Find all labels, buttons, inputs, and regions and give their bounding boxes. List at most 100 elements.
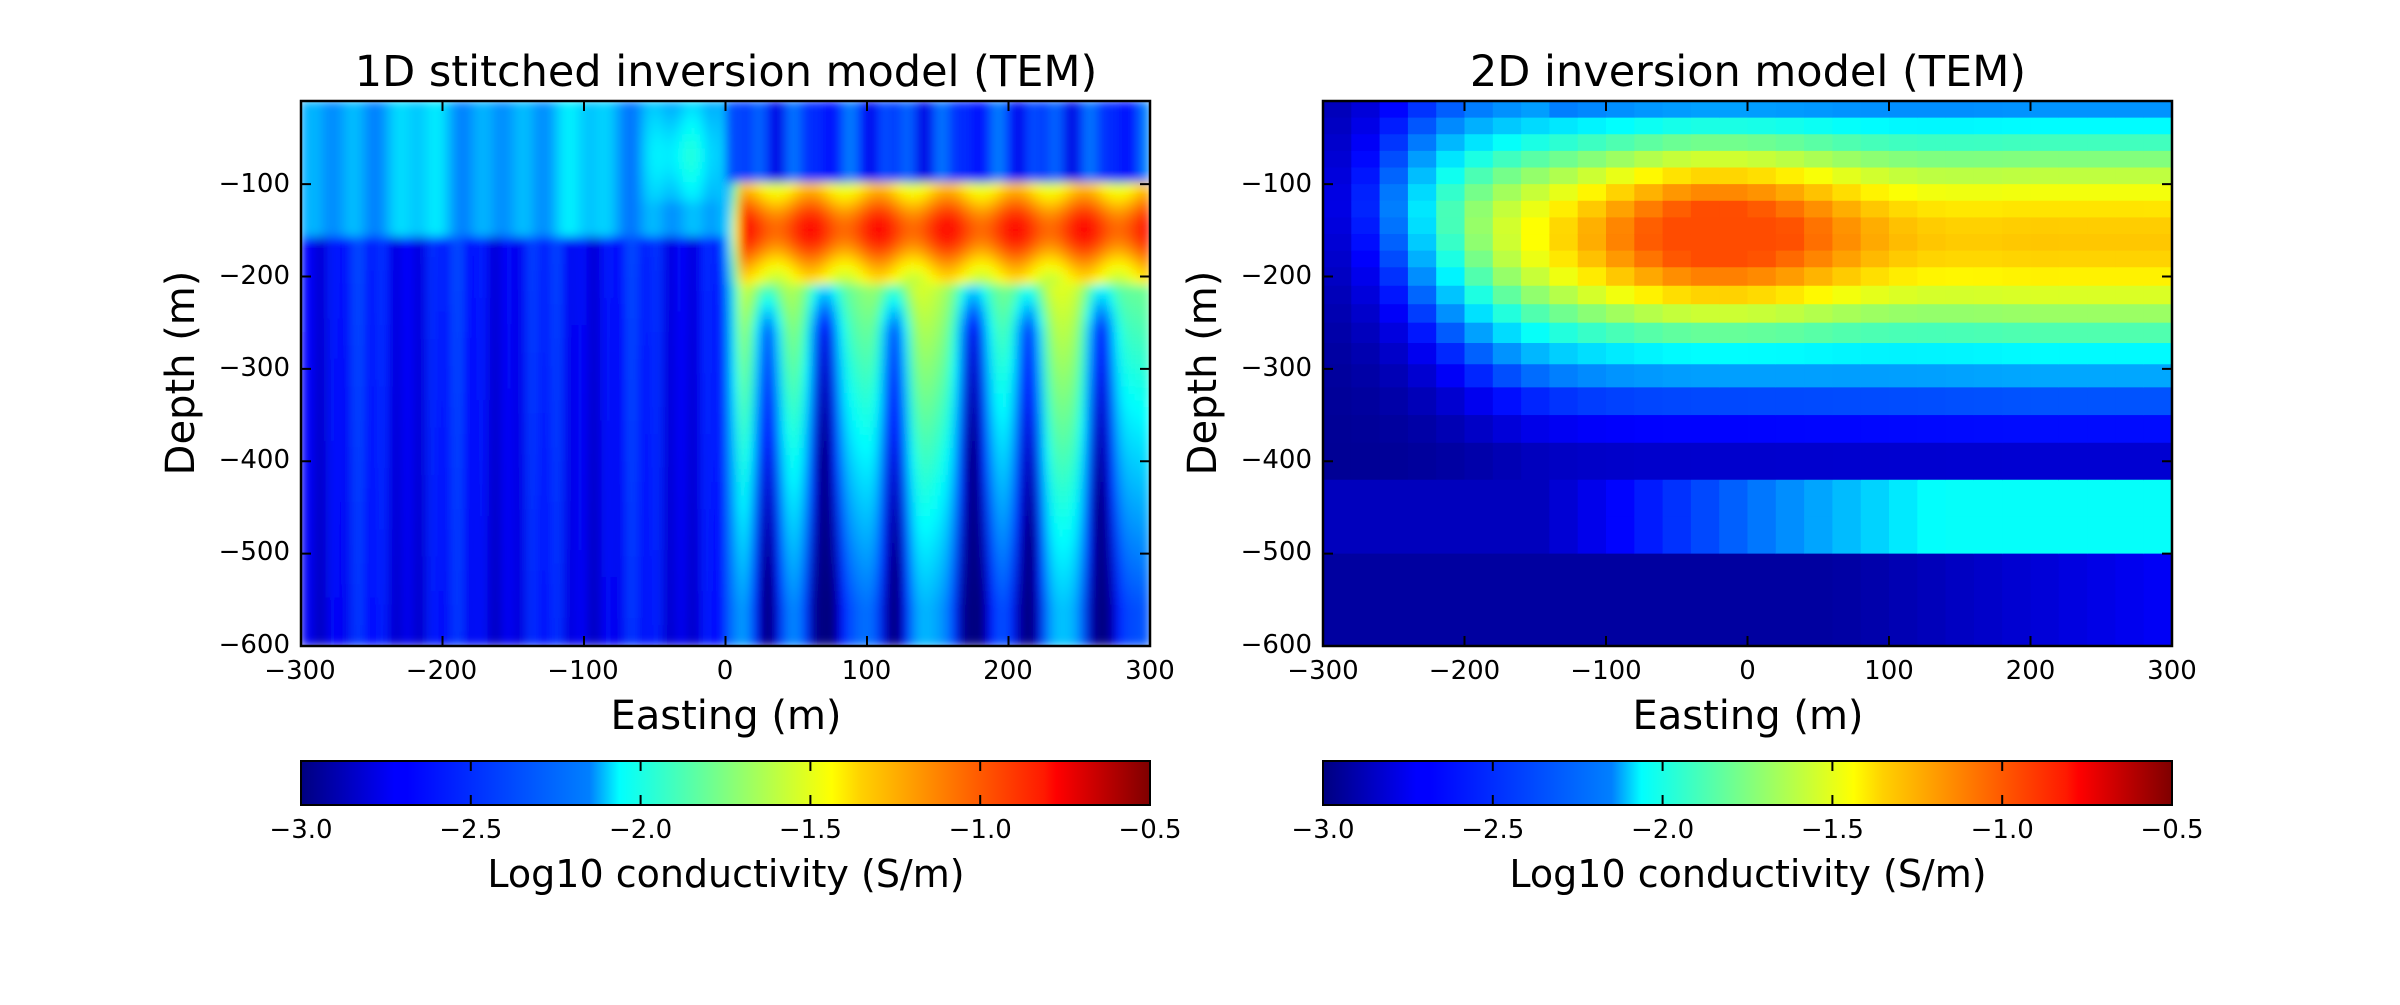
heat-cell <box>583 631 592 640</box>
heat-cell <box>541 277 550 286</box>
heat-cell <box>350 114 359 123</box>
heat-cell <box>434 413 444 422</box>
heat-cell <box>604 461 613 470</box>
heat-cell <box>505 625 514 634</box>
heat-cell <box>611 304 621 313</box>
heat-cell <box>342 134 352 143</box>
heat-cell <box>328 141 338 150</box>
heat-cell <box>611 618 621 627</box>
heat-cell <box>420 638 430 646</box>
heat-cell <box>406 107 415 116</box>
heat-cell <box>512 604 522 613</box>
heat-cell <box>399 393 408 402</box>
heat-cell <box>689 386 698 395</box>
heat-cell <box>427 461 437 470</box>
heat-cell <box>562 625 571 634</box>
heat-cell <box>427 277 437 286</box>
heat-cell <box>576 516 585 525</box>
heat-cell <box>682 216 691 225</box>
heat-cell <box>590 597 599 606</box>
heat-cell <box>555 591 564 600</box>
heat-cell <box>420 550 430 559</box>
heat-cell <box>725 127 734 136</box>
heat-cell <box>427 468 437 477</box>
heat-cell <box>399 638 408 646</box>
heat-cell <box>498 148 507 157</box>
heat-cell <box>668 570 677 579</box>
heat-cell <box>682 236 691 245</box>
heat-cell <box>470 393 479 402</box>
heat-cell <box>484 618 493 627</box>
heat-cell <box>498 413 507 422</box>
heat-cell <box>399 202 408 211</box>
heat-cell <box>449 107 458 116</box>
heat-cell <box>470 604 479 613</box>
heat-cell <box>420 577 430 586</box>
heat-cell <box>675 175 684 184</box>
heat-cell <box>342 202 352 211</box>
heat-cell <box>689 141 698 150</box>
heat-cell <box>392 270 401 279</box>
heat-cell <box>427 366 437 375</box>
heat-cell <box>484 556 493 565</box>
heat-cell <box>385 618 394 627</box>
heat-cell <box>512 413 522 422</box>
heat-cell <box>640 454 649 463</box>
heat-cell <box>675 257 684 266</box>
heat-cell <box>484 141 493 150</box>
heat-cell <box>618 148 628 157</box>
heat-cell <box>618 482 628 491</box>
heat-cell <box>633 604 642 613</box>
heat-cell <box>477 332 486 341</box>
heat-cell <box>597 318 606 327</box>
heat-cell <box>406 223 415 232</box>
heat-cell <box>364 250 373 259</box>
heat-cell <box>371 257 380 266</box>
heat-cell <box>456 611 465 620</box>
heat-cell <box>321 434 330 443</box>
heat-cell <box>654 148 663 157</box>
heat-cell <box>710 366 720 375</box>
heat-cell <box>512 318 522 327</box>
heat-cell <box>661 359 670 368</box>
heat-cell <box>512 182 522 191</box>
heat-cell <box>583 209 592 218</box>
heat-cell <box>392 604 401 613</box>
heat-cell <box>562 556 571 565</box>
heat-cell <box>562 168 571 177</box>
heat-cell <box>647 338 656 347</box>
heat-cell <box>378 441 387 450</box>
heat-cell <box>420 114 430 123</box>
heat-cell <box>597 584 606 593</box>
heat-cell <box>413 168 422 177</box>
heat-cell <box>625 291 635 300</box>
heat-cell <box>357 454 366 463</box>
heat-cell <box>710 563 720 572</box>
heat-cell <box>526 570 536 579</box>
heat-cell <box>625 516 635 525</box>
heat-cell <box>661 250 670 259</box>
heat-cell <box>371 270 380 279</box>
heat-cell <box>562 189 571 198</box>
heat-cell <box>470 427 479 436</box>
heat-cell <box>548 447 557 456</box>
heat-cell <box>456 427 465 436</box>
heat-cell <box>541 101 550 109</box>
heat-cell <box>562 427 571 436</box>
heat-cell <box>604 434 613 443</box>
heat-cell <box>548 611 557 620</box>
heat-cell <box>463 516 472 525</box>
heat-cell <box>413 570 422 579</box>
heat-cell <box>661 352 670 361</box>
heat-cell <box>413 516 422 525</box>
heat-cell <box>604 270 613 279</box>
heat-cell <box>357 277 366 286</box>
heat-cell <box>526 352 536 361</box>
heat-cell <box>350 373 359 382</box>
heat-cell <box>477 393 486 402</box>
heat-cell <box>533 277 543 286</box>
heat-cell <box>717 270 727 279</box>
heat-cell <box>350 529 359 538</box>
heat-cell <box>597 182 606 191</box>
heat-cell <box>314 195 323 204</box>
